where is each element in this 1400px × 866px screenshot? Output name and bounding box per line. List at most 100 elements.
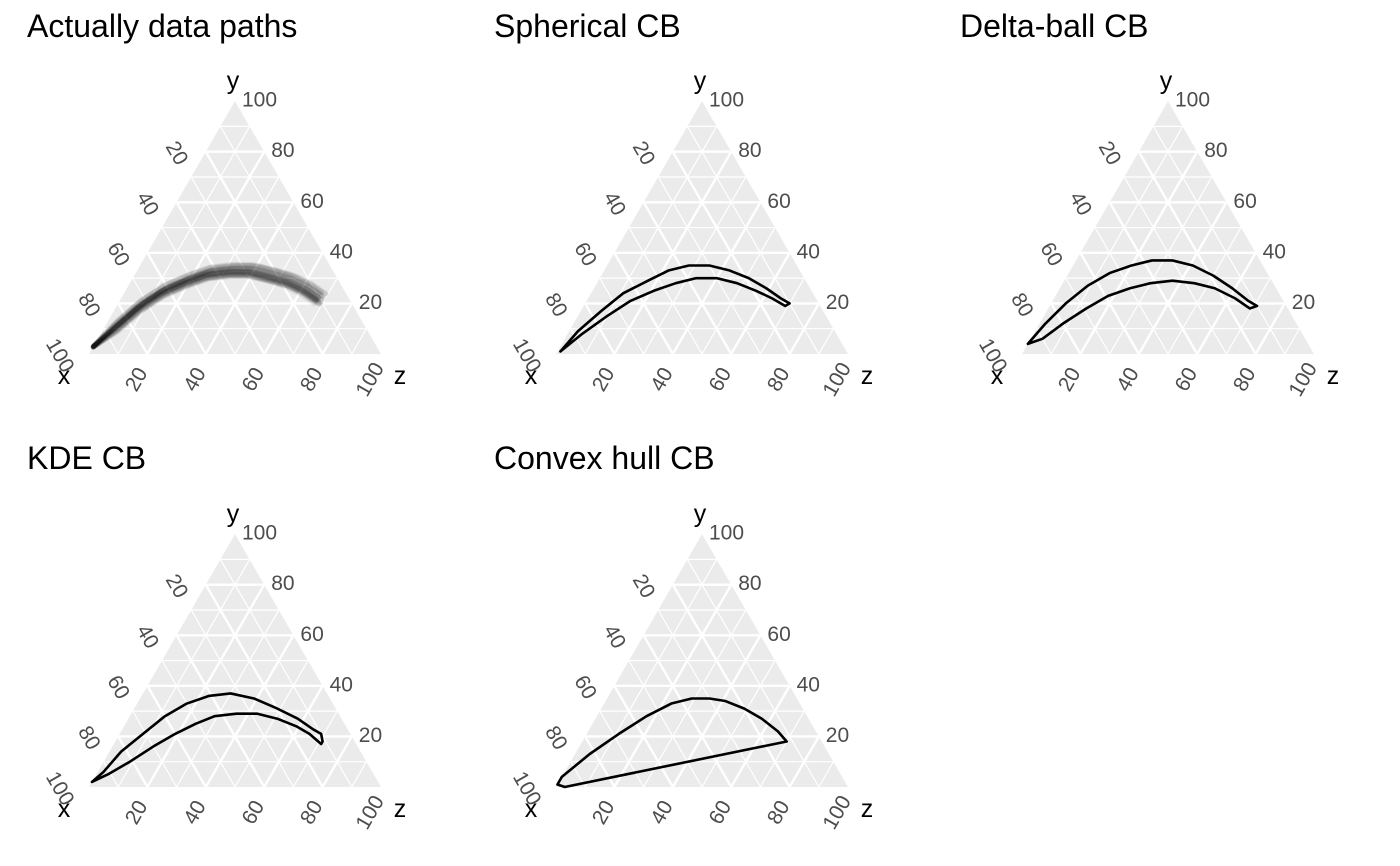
tick-label-y: 100 (1175, 89, 1210, 112)
grid-line (613, 252, 674, 355)
axis-title-y: y (694, 500, 707, 528)
grid-line (818, 328, 834, 355)
tick-label-y: 60 (767, 623, 790, 646)
grid-line (1254, 302, 1286, 355)
tick-label-x: 40 (599, 188, 631, 220)
grid-line (686, 126, 820, 355)
grid-line (204, 201, 295, 355)
grid-line (321, 735, 353, 788)
grid-line (132, 277, 178, 355)
axis-title-z: z (861, 795, 874, 823)
data-path (90, 270, 319, 350)
grid-line (1284, 328, 1300, 355)
grid-line (175, 201, 266, 355)
tick-label-z: 40 (1112, 364, 1144, 396)
tick-label-z: 100 (351, 359, 388, 401)
data-path (90, 271, 323, 350)
grid-line (1079, 252, 1140, 355)
data-path (90, 269, 321, 350)
tick-label-y: 80 (738, 139, 761, 162)
tick-label-z: 60 (1171, 364, 1203, 396)
tick-label-z: 100 (818, 792, 855, 834)
grid-line (190, 609, 294, 788)
tick-label-x: 20 (1094, 137, 1126, 169)
grid-line (1225, 277, 1271, 355)
tick-label-z: 100 (818, 359, 855, 401)
grid-line (584, 559, 718, 788)
grid-line (584, 302, 616, 355)
grid-line (190, 176, 294, 355)
axis-title-z: z (861, 362, 874, 390)
grid-line (818, 761, 834, 788)
tick-label-y: 80 (271, 139, 294, 162)
tick-label-z: 40 (179, 364, 211, 396)
tick-label-y: 20 (826, 724, 849, 747)
tick-label-x: 80 (73, 722, 105, 754)
panel-title-3: Delta-ball CB (960, 8, 1149, 44)
grid-line (701, 660, 776, 788)
data-path (90, 269, 319, 350)
grid-line (628, 227, 703, 355)
tick-label-x: 40 (1065, 188, 1097, 220)
tick-label-x: 40 (599, 621, 631, 653)
data-path (91, 262, 324, 349)
tick-label-z: 60 (705, 364, 737, 396)
grid-line (1065, 277, 1111, 355)
tick-label-x: 40 (132, 188, 164, 220)
tick-label-z: 80 (296, 364, 328, 396)
grid-line (730, 685, 791, 788)
tick-label-z: 100 (1284, 359, 1321, 401)
tick-label-y: 60 (1233, 190, 1256, 213)
grid-line (103, 328, 119, 355)
tick-label-y: 100 (242, 89, 277, 112)
grid-line (321, 302, 353, 355)
data-path (91, 264, 329, 349)
grid-line (759, 710, 805, 788)
data-path (90, 271, 318, 350)
panel-title-5: Convex hull CB (494, 440, 715, 476)
grid-line (570, 328, 586, 355)
grid-line (759, 277, 805, 355)
tick-label-x: 20 (628, 570, 660, 602)
tick-label-z: 60 (705, 797, 737, 829)
data-path (90, 274, 323, 350)
tick-label-z: 80 (763, 797, 795, 829)
grid-line (263, 252, 324, 355)
axis-title-x: x (58, 795, 71, 823)
grid-line (642, 201, 733, 355)
tick-label-z: 20 (121, 364, 153, 396)
tick-label-x: 80 (540, 289, 572, 321)
data-path (91, 261, 325, 348)
data-path (91, 262, 322, 349)
grid-line (117, 126, 251, 355)
grid-line (599, 277, 645, 355)
tick-label-x: 60 (102, 672, 134, 704)
grid-line (117, 735, 149, 788)
data-path (91, 263, 328, 349)
tick-label-z: 20 (588, 797, 620, 829)
data-path (90, 270, 319, 350)
grid-line (263, 685, 324, 788)
tick-label-z: 20 (588, 364, 620, 396)
data-path (90, 273, 322, 350)
data-path (90, 269, 319, 350)
grid-line (292, 710, 338, 788)
tick-label-x: 60 (102, 239, 134, 271)
data-path (90, 268, 321, 349)
tick-label-z: 60 (238, 364, 270, 396)
grid-line (161, 227, 236, 355)
data-path (91, 263, 329, 349)
confidence-band-outline (559, 264, 791, 353)
data-path (90, 267, 322, 349)
data-path (90, 273, 319, 350)
data-path (91, 272, 324, 350)
grid-line (176, 176, 280, 355)
grid-line (219, 559, 353, 788)
tick-label-z: 100 (351, 792, 388, 834)
axis-title-y: y (227, 500, 240, 528)
panel-title-1: Actually data paths (27, 8, 298, 44)
grid-line (788, 302, 820, 355)
